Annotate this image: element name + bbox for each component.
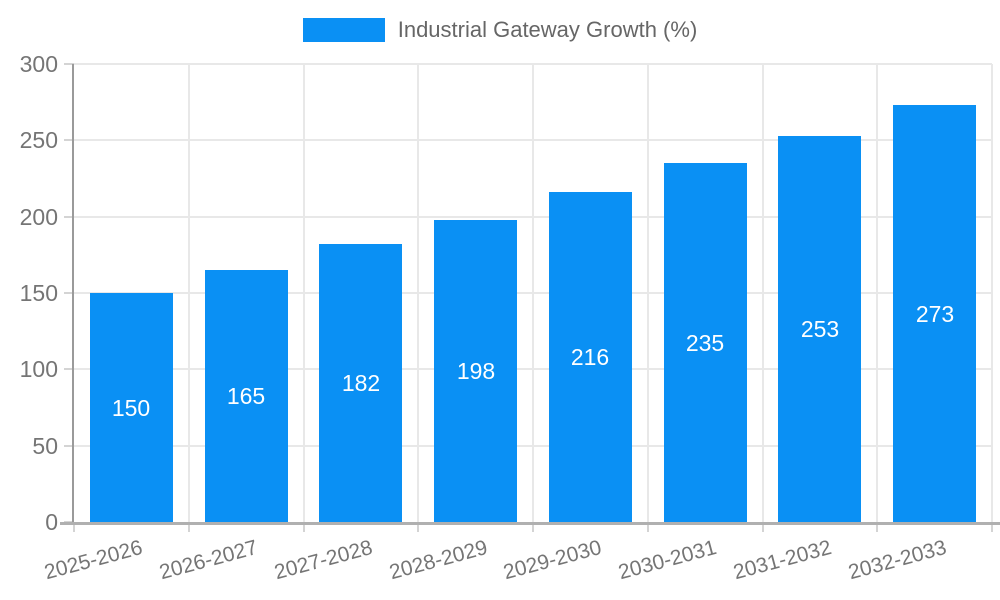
- bar-value-label: 198: [456, 358, 496, 384]
- bar-2031-2032: [778, 135, 861, 522]
- bar-2026-2027: [205, 270, 288, 522]
- x-tick-mark: [302, 522, 305, 532]
- x-tick-mark: [532, 522, 534, 532]
- bar-value-label: 216: [570, 344, 610, 370]
- x-tick-mark: [187, 522, 190, 532]
- bar-2029-2030: [549, 192, 632, 522]
- legend-swatch: [302, 18, 385, 42]
- vertical-gridline: [302, 64, 305, 522]
- bar-2032-2033: [893, 105, 976, 522]
- vertical-gridline: [761, 64, 764, 522]
- bar-value-label: 150: [111, 395, 151, 421]
- x-tick-mark: [876, 522, 879, 532]
- bar-2025-2026: [90, 293, 173, 522]
- x-tick-mark: [991, 522, 993, 532]
- bar-2027-2028: [319, 244, 402, 522]
- y-axis-tick-label: 100: [19, 356, 58, 383]
- x-axis-line: [60, 522, 1000, 525]
- x-tick-mark: [417, 522, 420, 532]
- y-axis-tick-label: 250: [19, 127, 58, 154]
- y-axis-tick-label: 50: [32, 432, 58, 459]
- y-tick-mark: [64, 139, 74, 142]
- x-tick-mark: [646, 522, 649, 532]
- y-axis-tick-label: 150: [19, 280, 58, 306]
- y-tick-mark: [64, 292, 74, 294]
- vertical-gridline: [187, 64, 190, 522]
- vertical-gridline: [876, 64, 879, 522]
- bar-2028-2029: [434, 219, 517, 522]
- bar-value-label: 182: [341, 370, 381, 396]
- y-tick-mark: [64, 63, 74, 65]
- legend-item[interactable]: Industrial Gateway Growth (%): [0, 17, 1000, 43]
- bar-value-label: 235: [685, 330, 725, 356]
- vertical-gridline: [417, 64, 420, 522]
- y-axis-tick-label: 200: [19, 203, 58, 230]
- y-tick-mark: [64, 368, 74, 371]
- y-axis-line: [72, 64, 74, 522]
- x-tick-mark: [761, 522, 764, 532]
- bar-2030-2031: [664, 163, 747, 522]
- y-axis-tick-label: 300: [19, 51, 58, 77]
- vertical-gridline: [532, 64, 534, 522]
- y-tick-mark: [64, 444, 74, 447]
- bar-value-label: 253: [800, 316, 840, 342]
- bar-value-label: 273: [915, 301, 955, 327]
- legend-label: Industrial Gateway Growth (%): [397, 17, 698, 42]
- vertical-gridline: [646, 64, 649, 522]
- vertical-gridline: [991, 64, 993, 522]
- bar-value-label: 165: [226, 383, 266, 409]
- y-axis-tick-label: 0: [45, 509, 58, 535]
- y-tick-mark: [64, 215, 74, 218]
- x-tick-mark: [73, 522, 75, 532]
